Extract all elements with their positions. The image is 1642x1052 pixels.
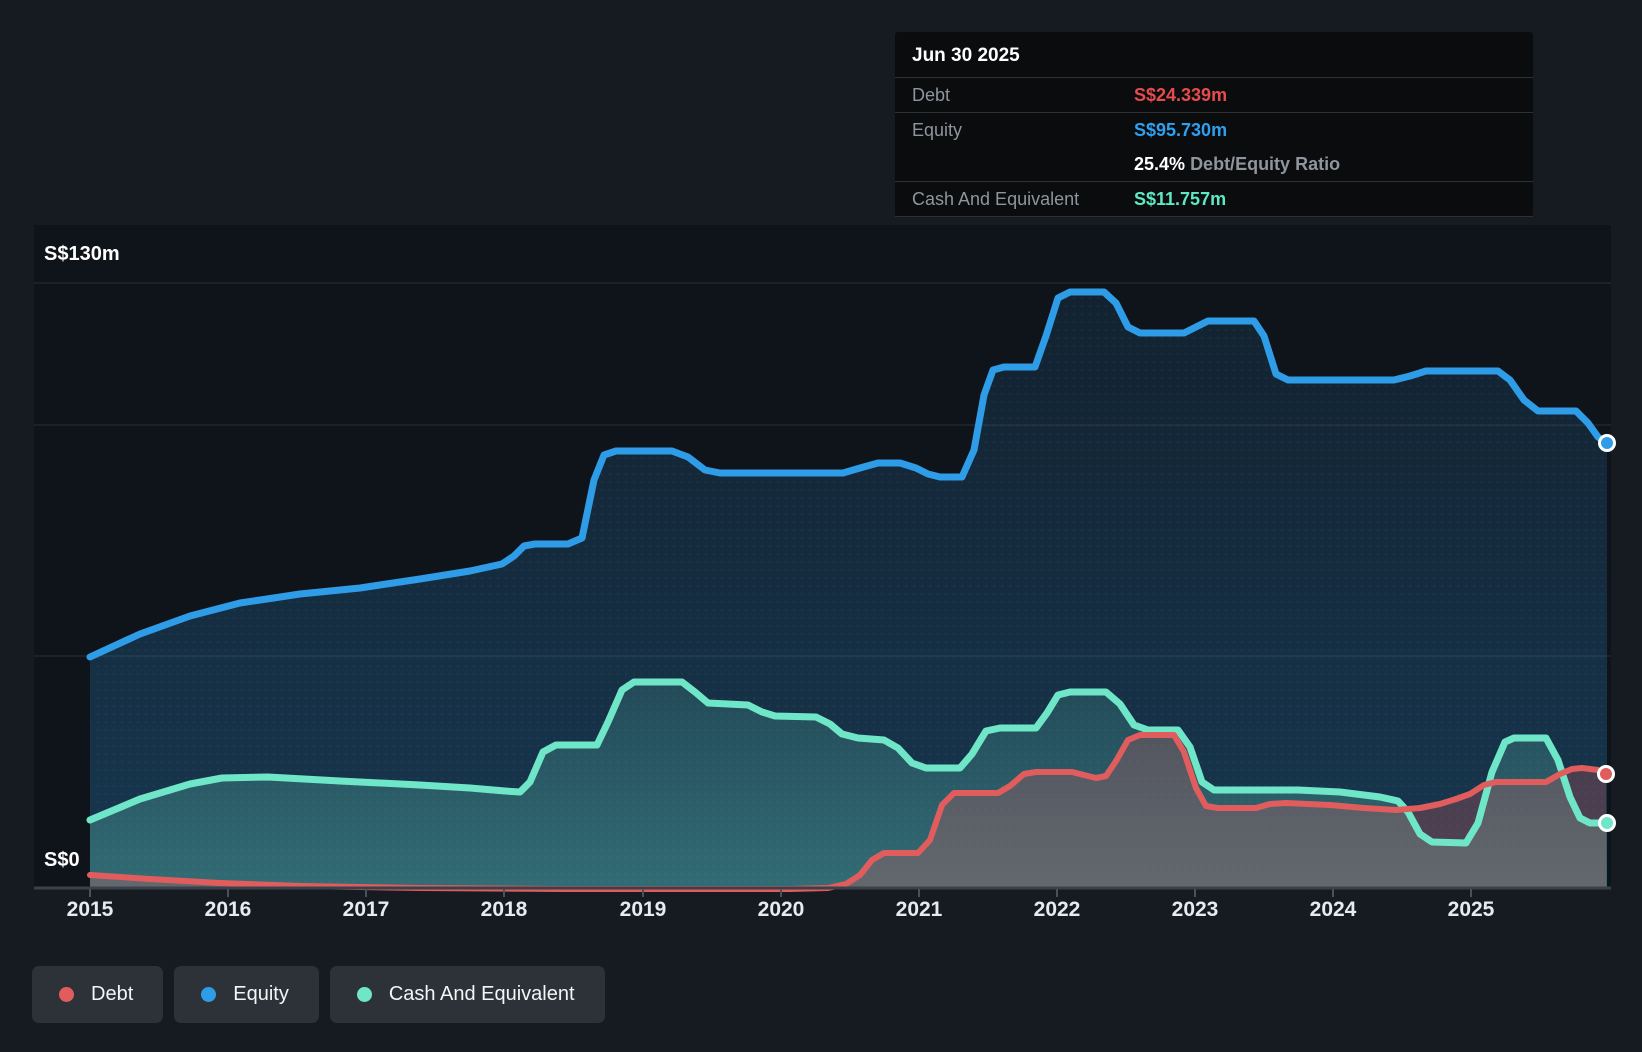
x-axis-label-2018: 2018 — [481, 898, 528, 921]
tooltip-cash-value: S$11.757m — [1134, 188, 1227, 209]
legend-item-equity[interactable]: Equity — [174, 966, 319, 1023]
tooltip-row-cash: Cash And Equivalent S$11.757m — [895, 182, 1533, 217]
tooltip-debt-value: S$24.339m — [1134, 84, 1228, 105]
tooltip-ratio: 25.4% Debt/Equity Ratio — [1134, 154, 1516, 175]
x-axis-label-2024: 2024 — [1310, 898, 1357, 921]
x-axis-label-2019: 2019 — [620, 898, 667, 921]
legend-equity-label: Equity — [233, 983, 289, 1005]
tooltip-row-ratio: 25.4% Debt/Equity Ratio — [895, 147, 1533, 182]
tooltip-ratio-label: Debt/Equity Ratio — [1190, 153, 1341, 174]
equity-endpoint-marker-icon — [1598, 434, 1616, 452]
x-axis-label-2025: 2025 — [1448, 898, 1495, 921]
debt-endpoint-marker-icon — [1597, 765, 1615, 783]
tooltip-row-debt: Debt S$24.339m — [895, 78, 1533, 113]
legend-item-cash[interactable]: Cash And Equivalent — [329, 966, 605, 1023]
x-axis-label-2023: 2023 — [1172, 898, 1219, 921]
x-axis-label-2022: 2022 — [1034, 898, 1081, 921]
equity-legend-dot-icon — [201, 987, 217, 1002]
tooltip-debt-label: Debt — [912, 84, 951, 105]
tooltip-cash-label: Cash And Equivalent — [912, 188, 1080, 209]
tooltip-row-equity: Equity S$95.730m — [895, 113, 1533, 147]
legend-item-debt[interactable]: Debt — [32, 966, 164, 1023]
debt-legend-dot-icon — [59, 987, 74, 1002]
equity-line — [86, 288, 1611, 661]
area-dot-texture — [90, 292, 1607, 888]
chart-tooltip: Jun 30 2025 Debt S$24.339m Equity S$95.7… — [895, 32, 1533, 217]
debt-area — [90, 735, 1606, 889]
y-axis-label: S$0 — [44, 849, 80, 871]
x-axis-label-2021: 2021 — [896, 898, 943, 921]
x-axis-label-2020: 2020 — [758, 898, 805, 921]
x-axis-label-2015: 2015 — [67, 898, 114, 921]
legend-debt-label: Debt — [91, 983, 134, 1005]
tooltip-date: Jun 30 2025 — [895, 32, 1533, 78]
chart-legend: Debt Equity Cash And Equivalent — [32, 966, 605, 1023]
tooltip-equity-label: Equity — [912, 119, 963, 140]
tooltip-equity-value: S$95.730m — [1134, 119, 1228, 140]
x-axis-label-2016: 2016 — [205, 898, 252, 921]
cash-endpoint-marker-icon — [1598, 814, 1616, 832]
cash-legend-dot-icon — [356, 987, 372, 1002]
cash-line — [86, 678, 1611, 847]
x-axis-label-2017: 2017 — [343, 898, 390, 921]
y-axis-label: S$130m — [44, 243, 120, 265]
tooltip-ratio-value: 25.4% — [1134, 153, 1186, 174]
legend-cash-label: Cash And Equivalent — [388, 983, 575, 1005]
